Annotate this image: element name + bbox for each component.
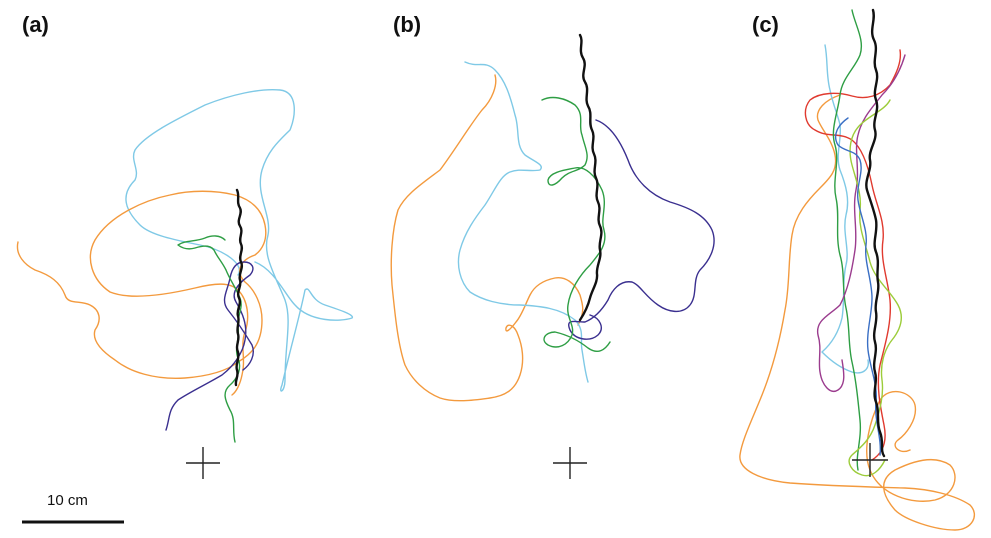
panel-b-track-dark-blue (568, 119, 715, 340)
panel-c-start-cross (852, 443, 888, 477)
panel-a-track-black (234, 188, 244, 387)
panel-b: (b) (390, 12, 715, 479)
panel-c: (c) (739, 8, 975, 531)
panel-a-track-dark-blue (165, 261, 254, 431)
panel-b-track-green (541, 96, 611, 352)
panel-c-track-lime (848, 99, 902, 477)
panel-b-track-light-blue (457, 61, 589, 383)
panel-c-track-black (865, 8, 886, 458)
panel-b-track-black (578, 33, 603, 322)
panel-c-track-purple (816, 54, 906, 392)
panel-a-track-green (177, 235, 242, 443)
panel-c-track-orange (739, 94, 975, 531)
scale-bar-label: 10 cm (47, 492, 88, 509)
panel-a-track-light-blue (125, 88, 354, 392)
panel-c-track-light-blue (821, 44, 869, 374)
panel-b-label: (b) (393, 12, 421, 37)
panel-a-start-cross (186, 447, 220, 479)
scale-bar: 10 cm (22, 492, 124, 524)
panel-c-label: (c) (752, 12, 779, 37)
panel-b-track-orange (390, 74, 584, 402)
panel-c-track-red (804, 49, 902, 461)
panel-a-label: (a) (22, 12, 49, 37)
panel-a: (a) (16, 12, 354, 479)
panel-c-track-green (832, 9, 862, 471)
panel-b-start-cross (553, 447, 587, 479)
panel-a-track-orange (16, 190, 267, 396)
